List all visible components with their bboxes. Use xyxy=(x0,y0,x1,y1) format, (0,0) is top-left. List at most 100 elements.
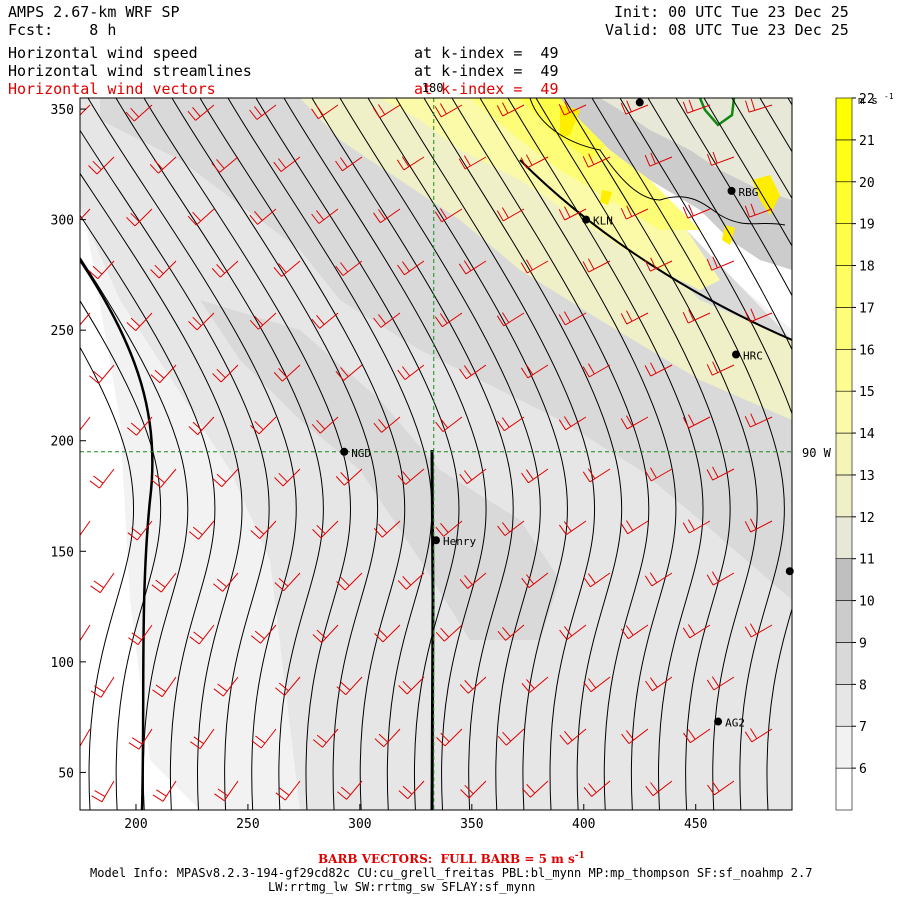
colorbar-label-3: 9 xyxy=(859,636,867,651)
wind-barb-154 xyxy=(337,780,363,800)
wind-barb-122 xyxy=(497,624,525,641)
wind-barb-133 xyxy=(459,676,487,694)
wind-barb-88 xyxy=(521,468,549,484)
station-marker-0 xyxy=(340,447,349,456)
wind-barb-78 xyxy=(620,415,649,430)
colorbar-swatch-0 xyxy=(835,767,853,811)
wind-barb-70 xyxy=(126,416,153,436)
colorbar-swatch-1 xyxy=(835,725,853,769)
streamline-0 xyxy=(80,346,134,810)
wind-barb-62 xyxy=(335,364,363,381)
streamline-15 xyxy=(339,98,541,810)
wind-barb-48 xyxy=(188,312,215,331)
wind-barb-7 xyxy=(496,102,525,117)
wind-barb-16 xyxy=(335,156,363,172)
wind-barbs xyxy=(80,98,773,803)
wind-barb-99 xyxy=(497,520,525,536)
wind-barb-137 xyxy=(706,676,735,691)
wind-barb-125 xyxy=(682,624,711,639)
y-tick-label-5: 300 xyxy=(51,214,74,229)
streamline-12 xyxy=(255,98,460,810)
wind-barb-121 xyxy=(435,624,463,642)
wind-barb-59 xyxy=(150,364,177,384)
colorbar-label-0: 6 xyxy=(859,762,867,777)
streamline-23 xyxy=(563,98,758,810)
streamline-22 xyxy=(535,98,731,810)
x-tick-label-3: 350 xyxy=(460,817,483,832)
colorbar-unit: m s xyxy=(858,94,878,107)
wind-barb-92 xyxy=(80,520,91,537)
wind-barb-64 xyxy=(459,364,487,380)
wind-barb-63 xyxy=(397,364,425,380)
wind-barb-33 xyxy=(682,204,711,219)
wind-barb-73 xyxy=(311,416,339,434)
wind-barb-23 xyxy=(80,208,91,221)
meridian-label: 180 xyxy=(422,81,444,95)
colorbar-swatch-8 xyxy=(835,432,853,476)
wind-barb-90 xyxy=(644,467,673,482)
colorbar-label-12: 18 xyxy=(859,260,875,275)
streamline-3 xyxy=(80,214,216,810)
wind-barb-4 xyxy=(311,104,339,120)
wind-barb-27 xyxy=(311,208,339,224)
wind-barb-25 xyxy=(187,208,215,226)
wind-barb-111 xyxy=(521,572,549,589)
colorbar-swatch-12 xyxy=(835,265,853,308)
wind-barb-123 xyxy=(559,624,587,640)
colorbar-label-9: 15 xyxy=(859,385,875,400)
wind-barb-69 xyxy=(80,416,91,431)
wind-barb-3 xyxy=(249,104,277,120)
wind-barb-55 xyxy=(620,310,649,325)
station-marker-3 xyxy=(727,186,736,195)
y-tick-label-0: 50 xyxy=(58,766,74,781)
wind-barb-113 xyxy=(644,572,673,587)
wind-barb-77 xyxy=(558,416,587,431)
station-marker-1 xyxy=(432,536,440,545)
wind-barb-60 xyxy=(212,364,239,383)
wind-barb-65 xyxy=(520,364,549,379)
wind-barb-108 xyxy=(336,572,363,591)
station-label-5: AG2 xyxy=(725,717,745,730)
wind-barb-103 xyxy=(744,518,773,533)
valid-time: Valid: 08 UTC Tue 23 Dec 25 xyxy=(605,21,849,39)
wind-barb-6 xyxy=(434,103,463,118)
streamline-17 xyxy=(395,98,595,810)
y-tick-label-2: 150 xyxy=(51,545,74,560)
wind-barb-110 xyxy=(459,572,487,589)
wind-barb-91 xyxy=(706,466,735,481)
wind-barb-26 xyxy=(249,208,277,225)
x-tick-label-4: 400 xyxy=(572,817,595,832)
forecast-hour: Fcst: 8 h xyxy=(8,21,117,39)
wind-barb-46 xyxy=(80,312,91,326)
wind-barb-97 xyxy=(373,520,401,538)
coastline xyxy=(529,98,786,226)
colorbar-swatch-13 xyxy=(835,223,853,266)
streamline-thick-west xyxy=(80,259,154,810)
wind-barb-80 xyxy=(744,413,773,428)
speed-max-patch-1 xyxy=(752,175,780,215)
station-marker-5 xyxy=(714,717,723,726)
wind-barb-131 xyxy=(336,676,363,696)
wind-barb-124 xyxy=(620,624,649,640)
wind-barb-22 xyxy=(706,151,735,166)
wind-barb-17 xyxy=(396,156,425,171)
colorbar-swatch-2 xyxy=(835,684,853,727)
x-tick-label-2: 300 xyxy=(348,817,371,832)
colorbar-swatch-3 xyxy=(835,642,853,685)
colorbar-label-5: 11 xyxy=(859,553,875,568)
streamline-5 xyxy=(80,129,270,810)
wind-barb-129 xyxy=(213,676,239,697)
colorbar-label-6: 12 xyxy=(859,511,875,526)
streamline-14 xyxy=(311,98,514,810)
wind-barb-79 xyxy=(682,414,711,429)
wind-barb-14 xyxy=(211,156,239,173)
streamline-8 xyxy=(143,98,351,810)
wind-barb-136 xyxy=(645,676,673,692)
wind-barb-127 xyxy=(90,676,115,698)
streamline-9 xyxy=(171,98,379,810)
wind-barb-31 xyxy=(558,206,587,221)
init-time: Init: 00 UTC Tue 23 Dec 25 xyxy=(614,3,849,21)
wind-barb-76 xyxy=(496,416,525,432)
wind-barb-153 xyxy=(275,780,301,801)
